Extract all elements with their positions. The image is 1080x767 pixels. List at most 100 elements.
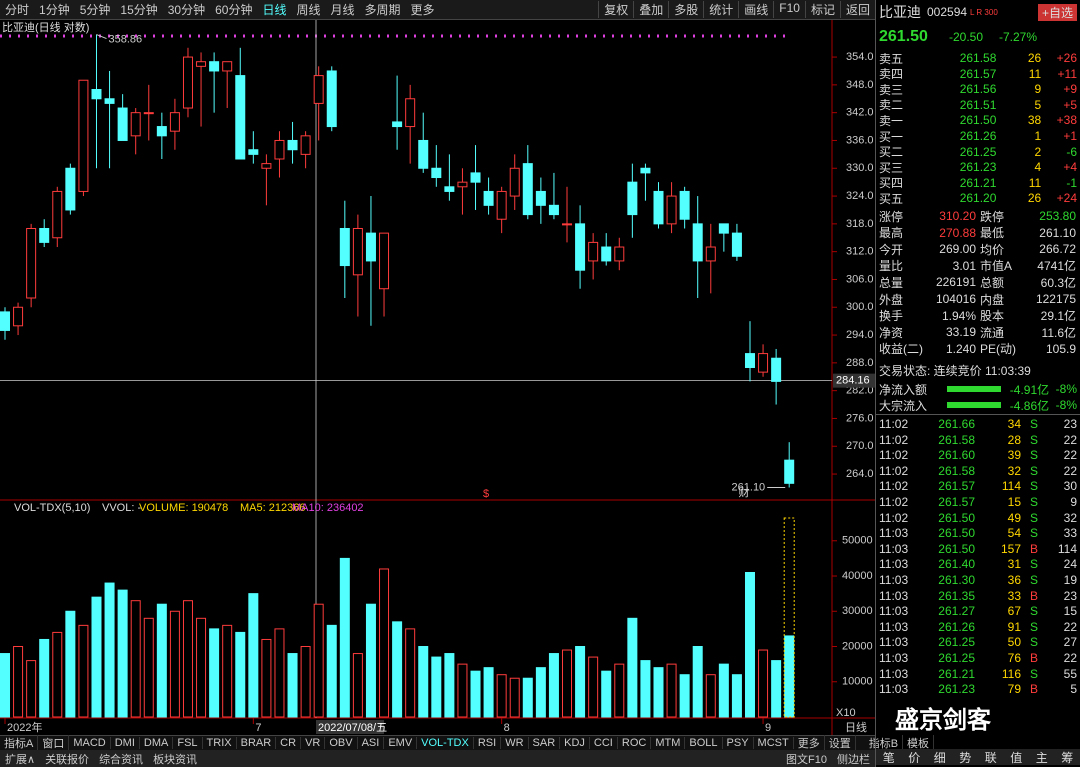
period-tab[interactable]: 更多 xyxy=(410,3,435,17)
volume-bar xyxy=(392,621,403,718)
candle-body xyxy=(522,163,533,216)
volume-bar xyxy=(65,610,76,718)
tool-button[interactable]: 画线 xyxy=(738,1,773,18)
bottom-tab[interactable]: 图文F10 xyxy=(786,753,827,766)
quote-header: 比亚迪 002594 L R 300 +自选 xyxy=(879,3,1077,21)
order-change: +11 xyxy=(1057,66,1077,81)
panel-tab[interactable]: 价 xyxy=(908,750,921,765)
panel-tab[interactable]: 笔 xyxy=(882,750,895,765)
indicator-tab[interactable]: ROC xyxy=(618,737,652,749)
flow-row: 大宗流入 -4.86亿 -8% xyxy=(879,397,1077,413)
indicator-tab[interactable]: 窗口 xyxy=(38,735,70,751)
candle-body xyxy=(104,98,115,104)
indicator-tab[interactable]: CR xyxy=(276,737,302,749)
indicator-tab[interactable]: KDJ xyxy=(560,737,590,749)
indicator-tab[interactable]: FSL xyxy=(173,737,203,749)
candle-body xyxy=(222,61,233,72)
indicator-tab[interactable]: MTM xyxy=(651,737,686,749)
period-tab[interactable]: 60分钟 xyxy=(215,3,253,17)
indicator-tab[interactable]: RSI xyxy=(474,737,502,749)
last-price: 261.50 xyxy=(879,28,928,45)
bottom-tab[interactable]: 扩展∧ xyxy=(5,753,36,766)
indicator-tab[interactable]: 模板 xyxy=(903,735,935,751)
x-tick-label: 9 xyxy=(765,722,771,734)
indicator-tab[interactable]: OBV xyxy=(325,737,358,749)
trade-status: 交易状态: 连续竞价 11:03:39 xyxy=(879,362,1077,378)
stat-label: 总量 xyxy=(879,275,904,290)
order-row: 卖三 261.56 9 +9 xyxy=(879,81,1077,97)
trade-volume: 157 xyxy=(1000,541,1021,556)
indicator-tab[interactable]: PSY xyxy=(723,737,754,749)
period-tab[interactable]: 多周期 xyxy=(364,3,401,17)
trade-time: 11:03 xyxy=(879,682,909,697)
indicator-tab[interactable]: MACD xyxy=(69,737,111,749)
order-price: 261.56 xyxy=(959,82,997,97)
period-tab[interactable]: 周线 xyxy=(296,3,321,17)
bottom-tab[interactable]: 综合资讯 xyxy=(99,753,144,766)
add-watchlist[interactable]: +自选 xyxy=(1037,3,1077,21)
candle-body xyxy=(287,139,298,151)
panel-tab[interactable]: 主 xyxy=(1035,750,1048,765)
scale-label: X10 xyxy=(836,707,856,719)
indicator-tab[interactable]: DMI xyxy=(111,737,140,749)
order-volume: 4 xyxy=(1034,160,1042,175)
period-tab[interactable]: 15分钟 xyxy=(120,3,158,17)
volume-bar xyxy=(130,600,141,718)
panel-tab[interactable]: 细 xyxy=(933,750,946,765)
indicator-tab[interactable]: VR xyxy=(301,737,326,749)
tool-button[interactable]: 多股 xyxy=(668,1,703,18)
indicator-tab[interactable]: BRAR xyxy=(237,737,277,749)
trade-volume: 116 xyxy=(1001,666,1021,681)
bottom-tab[interactable]: 侧边栏 xyxy=(837,753,870,766)
indicator-tab[interactable]: CCI xyxy=(590,737,618,749)
candle-body xyxy=(562,223,573,226)
tool-button[interactable]: 复权 xyxy=(598,1,633,18)
trade-row: 11:02 261.50 49 S 32 xyxy=(879,510,1077,526)
tool-button[interactable]: 叠加 xyxy=(633,1,668,18)
bottom-tab[interactable]: 关联报价 xyxy=(45,753,90,766)
panel-tab[interactable]: 联 xyxy=(984,750,997,765)
order-level: 卖三 xyxy=(879,82,904,97)
order-volume: 26 xyxy=(1027,191,1042,206)
y-tick-label: 306.0 xyxy=(846,273,874,285)
period-tab[interactable]: 日线 xyxy=(262,3,287,17)
period-tab[interactable]: 5分钟 xyxy=(79,3,111,17)
candle-body xyxy=(365,232,376,262)
bottom-tab[interactable]: 板块资讯 xyxy=(153,753,198,766)
candle-body xyxy=(91,88,102,100)
indicator-tab[interactable]: DMA xyxy=(140,737,174,749)
indicator-tab[interactable]: 更多 xyxy=(794,735,825,751)
stock-code: 002594 xyxy=(927,5,968,19)
indicator-tab[interactable]: VOL-TDX xyxy=(417,737,474,749)
period-tab[interactable]: 月线 xyxy=(330,3,355,17)
indicator-tab[interactable]: 设置 xyxy=(825,735,856,751)
trade-side: S xyxy=(1029,448,1038,463)
period-tab[interactable]: 1分钟 xyxy=(39,3,70,17)
indicator-tab[interactable]: EMV xyxy=(384,737,418,749)
indicator-tab[interactable]: ASI xyxy=(358,737,385,749)
indicator-tab[interactable]: MCST xyxy=(754,737,794,749)
flow-row: 净流入额 -4.91亿 -8% xyxy=(879,381,1077,397)
indicator-tab[interactable]: WR xyxy=(501,737,529,749)
y-tick-label: 40000 xyxy=(842,570,873,582)
candle-body xyxy=(640,167,651,174)
x-tick-label: 8 xyxy=(504,722,510,734)
panel-tab[interactable]: 势 xyxy=(959,750,972,765)
trade-price: 261.57 xyxy=(938,495,975,509)
panel-tab[interactable]: 值 xyxy=(1010,750,1023,765)
y-tick-label: 336.0 xyxy=(846,134,874,146)
toolbar: 分时 1分钟 5分钟 15分钟 30分钟 60分钟 日线 周线 月线 多周期 更多 复权 叠加 多股 统计画… xyxy=(0,0,875,20)
indicator-tab[interactable]: SAR xyxy=(529,737,561,749)
tool-button[interactable]: 标记 xyxy=(804,1,840,18)
tool-button[interactable]: F10 xyxy=(773,1,805,18)
indicator-tab[interactable]: 指标B xyxy=(865,735,904,751)
period-tab[interactable]: 分时 xyxy=(5,3,30,17)
indicator-tab[interactable]: BOLL xyxy=(685,737,723,749)
stat-row: 换手 1.94% 股本 29.1亿 xyxy=(879,308,1077,324)
panel-tab[interactable]: 筹 xyxy=(1061,750,1074,765)
indicator-tab[interactable]: TRIX xyxy=(203,737,237,749)
indicator-tab[interactable]: 指标A xyxy=(0,735,39,751)
tool-button[interactable]: 统计 xyxy=(703,1,738,18)
tool-button[interactable]: 返回 xyxy=(839,1,875,18)
period-tab[interactable]: 30分钟 xyxy=(167,3,206,17)
